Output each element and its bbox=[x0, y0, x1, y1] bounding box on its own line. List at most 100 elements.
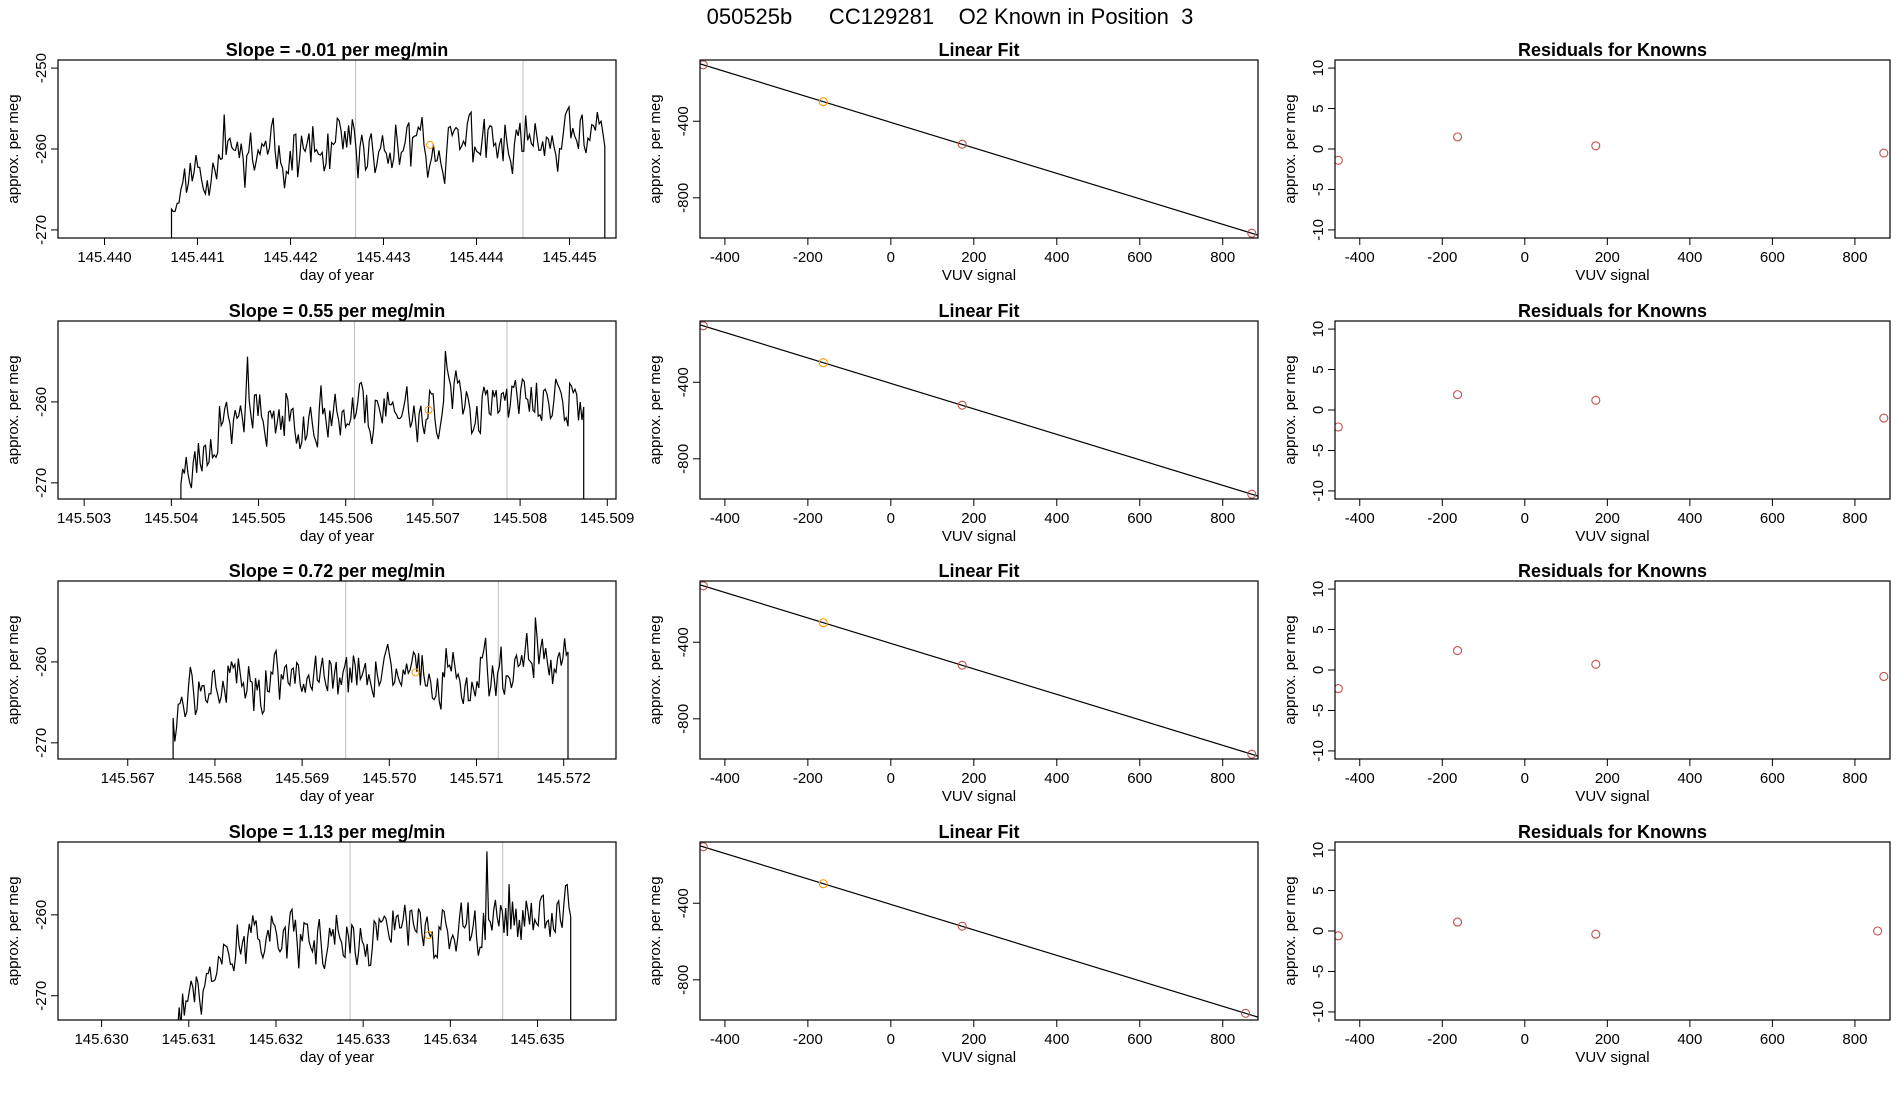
y-tick-label: 0 bbox=[1310, 145, 1327, 153]
y-tick-label: 5 bbox=[1310, 625, 1327, 633]
x-tick-label: 0 bbox=[887, 249, 895, 266]
x-tick-label: -200 bbox=[793, 249, 823, 266]
known-point bbox=[700, 581, 708, 591]
panel-3-2: Linear Fit -400 -200 0 200 400 600 800 -800 -400 V… bbox=[647, 561, 1259, 805]
y-axis-label: approx. per meg bbox=[647, 355, 664, 464]
y-tick-label: -10 bbox=[1310, 1001, 1327, 1023]
y-tick-label: -270 bbox=[33, 468, 50, 498]
known-point bbox=[1247, 489, 1257, 499]
x-tick-label: -200 bbox=[793, 1031, 823, 1048]
x-tick-label: 400 bbox=[1677, 770, 1702, 787]
y-tick-label: -800 bbox=[675, 444, 692, 474]
plot-area bbox=[1335, 646, 1889, 694]
x-tick-label: 800 bbox=[1842, 510, 1867, 527]
y-axis-label: approx. per meg bbox=[1282, 876, 1299, 985]
y-tick-label: 0 bbox=[1310, 406, 1327, 414]
figure-title: 050525b CC129281 O2 Known in Position 3 bbox=[706, 4, 1194, 29]
x-tick-label: 145.569 bbox=[275, 770, 329, 787]
known-point bbox=[1591, 395, 1601, 405]
x-tick-label: 0 bbox=[1521, 1031, 1529, 1048]
plot-area bbox=[700, 321, 1258, 499]
x-tick-label: 800 bbox=[1210, 510, 1235, 527]
known-point bbox=[1241, 1008, 1251, 1018]
known-point bbox=[700, 60, 708, 70]
x-tick-label: 145.509 bbox=[580, 510, 634, 527]
panel-frame bbox=[1334, 59, 1891, 239]
x-tick-label: 800 bbox=[1210, 770, 1235, 787]
x-axis-label: VUV signal bbox=[1575, 267, 1649, 284]
y-tick-label: 10 bbox=[1310, 60, 1327, 77]
x-tick-label: 0 bbox=[1521, 249, 1529, 266]
y-tick-label: -260 bbox=[33, 387, 50, 417]
panel-frame bbox=[57, 320, 617, 500]
x-tick-label: 145.445 bbox=[542, 249, 596, 266]
x-tick-label: 400 bbox=[1044, 249, 1069, 266]
y-tick-label: 0 bbox=[1310, 927, 1327, 935]
fit-line bbox=[700, 584, 1258, 757]
x-tick-label: 145.632 bbox=[249, 1031, 303, 1048]
y-axis-label: approx. per meg bbox=[1282, 615, 1299, 724]
tank-point bbox=[426, 140, 434, 149]
panel-frame bbox=[699, 59, 1259, 239]
x-axis-label: day of year bbox=[300, 528, 374, 545]
y-tick-label: -260 bbox=[33, 900, 50, 930]
y-tick-label: -400 bbox=[675, 106, 692, 136]
y-axis-label: approx. per meg bbox=[647, 876, 664, 985]
y-tick-label: 10 bbox=[1310, 581, 1327, 598]
plot-area bbox=[170, 60, 606, 238]
x-tick-label: 800 bbox=[1842, 249, 1867, 266]
x-tick-label: 600 bbox=[1760, 770, 1785, 787]
known-point bbox=[700, 321, 708, 331]
x-tick-label: 400 bbox=[1677, 1031, 1702, 1048]
x-tick-label: 200 bbox=[1595, 510, 1620, 527]
panel-title: Linear Fit bbox=[938, 561, 1019, 581]
known-point bbox=[1453, 132, 1463, 142]
tank-point bbox=[411, 668, 420, 677]
y-tick-label: -5 bbox=[1310, 444, 1327, 457]
x-tick-label: 145.635 bbox=[510, 1031, 564, 1048]
x-tick-label: 800 bbox=[1842, 1031, 1867, 1048]
tank-point bbox=[424, 406, 433, 414]
y-tick-label: 0 bbox=[1310, 666, 1327, 674]
y-axis-label: approx. per meg bbox=[1282, 355, 1299, 464]
plot-area bbox=[177, 842, 572, 1020]
y-tick-label: 5 bbox=[1310, 365, 1327, 373]
x-tick-label: 200 bbox=[1595, 1031, 1620, 1048]
x-axis-label: VUV signal bbox=[1575, 1049, 1649, 1066]
y-axis-label: approx. per meg bbox=[5, 94, 22, 203]
plot-area bbox=[1335, 390, 1889, 432]
known-point bbox=[1247, 749, 1257, 759]
known-point bbox=[1879, 671, 1889, 682]
panel-title: Slope = 1.13 per meg/min bbox=[229, 822, 446, 842]
known-point bbox=[1591, 929, 1601, 939]
y-tick-label: 5 bbox=[1310, 104, 1327, 112]
panel-frame bbox=[57, 841, 617, 1021]
y-tick-label: -400 bbox=[675, 627, 692, 657]
x-tick-label: 800 bbox=[1842, 770, 1867, 787]
y-tick-label: -270 bbox=[33, 215, 50, 245]
panel-3-3: Residuals for Knowns -400 -200 0 200 400 600 80… bbox=[1282, 561, 1891, 805]
x-tick-label: 145.504 bbox=[144, 510, 198, 527]
y-tick-label: -10 bbox=[1310, 740, 1327, 762]
plot-area bbox=[700, 842, 1258, 1018]
x-tick-label: 600 bbox=[1760, 510, 1785, 527]
x-tick-label: 145.572 bbox=[537, 770, 591, 787]
x-tick-label: 145.507 bbox=[406, 510, 460, 527]
x-axis-label: day of year bbox=[300, 788, 374, 805]
x-tick-label: 200 bbox=[961, 510, 986, 527]
x-tick-label: 800 bbox=[1210, 249, 1235, 266]
x-tick-label: 800 bbox=[1210, 1031, 1235, 1048]
x-tick-label: 400 bbox=[1677, 510, 1702, 527]
x-tick-label: 600 bbox=[1127, 770, 1152, 787]
tank-point bbox=[424, 931, 433, 940]
x-tick-label: 145.505 bbox=[231, 510, 285, 527]
x-tick-label: 0 bbox=[887, 1031, 895, 1048]
x-tick-label: 145.631 bbox=[162, 1031, 216, 1048]
x-tick-label: -200 bbox=[1427, 1031, 1457, 1048]
trace-line bbox=[170, 104, 606, 238]
x-tick-label: 0 bbox=[1521, 510, 1529, 527]
x-tick-label: 400 bbox=[1677, 249, 1702, 266]
y-tick-label: -800 bbox=[675, 183, 692, 213]
known-point bbox=[957, 921, 967, 931]
